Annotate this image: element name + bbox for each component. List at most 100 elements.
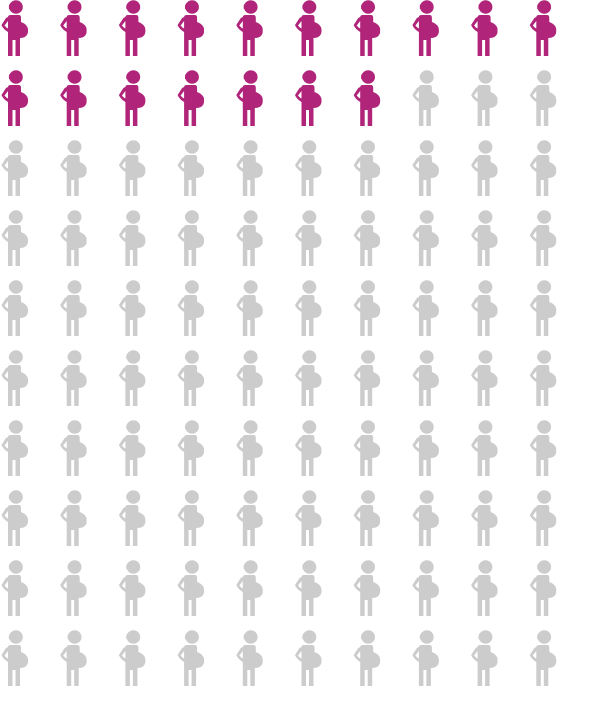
person-icon [295, 140, 322, 196]
person-icon [177, 350, 205, 406]
person-icon [529, 630, 557, 686]
person-icon [236, 630, 263, 686]
person-icon [353, 420, 381, 476]
person-icon [177, 490, 205, 546]
person-icon [177, 140, 205, 196]
person-icon [1, 630, 28, 686]
person-icon [353, 210, 381, 266]
person-icon [177, 210, 205, 266]
person-icon [353, 560, 381, 616]
person-icon [60, 350, 87, 406]
person-icon [236, 350, 263, 406]
person-icon [353, 280, 381, 336]
person-icon [177, 0, 205, 56]
person-icon [295, 210, 322, 266]
person-icon [118, 350, 146, 406]
person-icon [412, 280, 439, 336]
person-icon [471, 420, 498, 476]
person-icon [471, 350, 498, 406]
person-icon [529, 210, 557, 266]
person-icon [118, 140, 146, 196]
person-icon [60, 140, 87, 196]
person-icon [353, 630, 381, 686]
person-icon [412, 140, 439, 196]
person-icon [295, 280, 322, 336]
person-icon [1, 0, 28, 56]
person-icon [118, 560, 146, 616]
person-icon [236, 420, 263, 476]
person-icon [295, 0, 322, 56]
person-icon [177, 70, 205, 126]
person-icon [177, 280, 205, 336]
person-icon [177, 420, 205, 476]
person-icon [471, 560, 498, 616]
person-icon [60, 70, 87, 126]
person-icon [60, 560, 87, 616]
person-icon [118, 420, 146, 476]
person-icon [353, 0, 381, 56]
person-icon [236, 0, 263, 56]
person-icon [471, 280, 498, 336]
person-icon [60, 210, 87, 266]
person-icon [353, 70, 381, 126]
person-icon [529, 560, 557, 616]
person-icon [295, 630, 322, 686]
person-icon [471, 630, 498, 686]
person-icon [60, 490, 87, 546]
person-icon [471, 140, 498, 196]
person-icon [60, 630, 87, 686]
person-icon [295, 70, 322, 126]
person-icon [236, 280, 263, 336]
person-icon [412, 420, 439, 476]
person-icon [529, 420, 557, 476]
person-icon [1, 560, 28, 616]
person-icon [1, 140, 28, 196]
person-icon [236, 140, 263, 196]
person-icon [1, 210, 28, 266]
person-icon [295, 420, 322, 476]
person-icon [236, 490, 263, 546]
person-icon [118, 280, 146, 336]
icon-group [1, 0, 557, 126]
person-icon [412, 70, 439, 126]
person-icon [529, 490, 557, 546]
person-icon [353, 140, 381, 196]
person-icon [471, 490, 498, 546]
person-icon [412, 630, 439, 686]
person-icon [118, 490, 146, 546]
person-icon [1, 280, 28, 336]
person-icon [471, 70, 498, 126]
person-icon [353, 490, 381, 546]
person-icon [529, 0, 557, 56]
person-icon [529, 70, 557, 126]
person-icon [295, 560, 322, 616]
person-icon [529, 140, 557, 196]
person-icon [471, 0, 498, 56]
person-icon [1, 70, 28, 126]
person-icon [412, 210, 439, 266]
person-icon [1, 490, 28, 546]
person-icon [412, 0, 439, 56]
person-icon [60, 280, 87, 336]
person-icon [412, 490, 439, 546]
person-icon [471, 210, 498, 266]
person-icon [295, 350, 322, 406]
person-icon [412, 560, 439, 616]
person-icon [177, 560, 205, 616]
person-icon [1, 420, 28, 476]
person-icon [412, 350, 439, 406]
person-icon [60, 420, 87, 476]
person-icon [529, 350, 557, 406]
person-icon [236, 210, 263, 266]
person-icon [118, 210, 146, 266]
icon-group [1, 70, 557, 686]
person-icon [1, 350, 28, 406]
person-icon [353, 350, 381, 406]
person-icon [60, 0, 87, 56]
person-icon [529, 280, 557, 336]
person-icon [118, 70, 146, 126]
person-icon [118, 0, 146, 56]
person-icon [118, 630, 146, 686]
person-icon [295, 490, 322, 546]
